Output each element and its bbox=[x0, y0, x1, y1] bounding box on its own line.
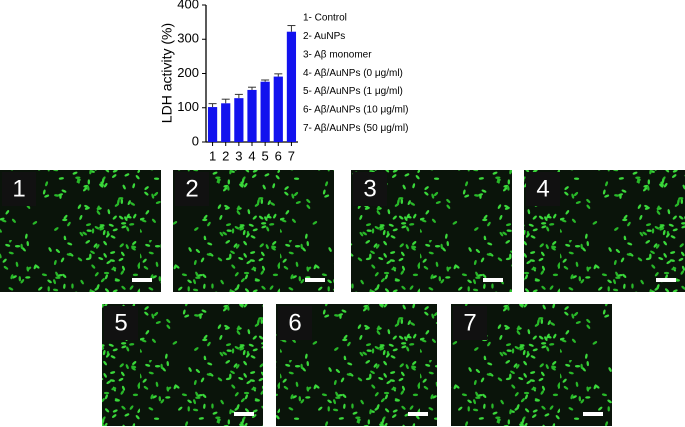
legend-entry: 6- Aβ/AuNPs (10 μg/ml) bbox=[303, 105, 408, 116]
scale-bar bbox=[408, 412, 428, 416]
legend-entry: 7- Aβ/AuNPs (50 μg/ml) bbox=[303, 123, 408, 134]
bar bbox=[260, 81, 270, 142]
legend-entry: 2- AuNPs bbox=[303, 31, 345, 42]
bar bbox=[247, 89, 257, 142]
x-tick-label: 3 bbox=[235, 148, 242, 163]
bar bbox=[273, 76, 283, 142]
scale-bar bbox=[483, 278, 503, 282]
legend-entry: 1- Control bbox=[303, 13, 347, 24]
panel-label-box bbox=[353, 172, 387, 206]
panel-label-box bbox=[104, 306, 138, 340]
bar bbox=[207, 107, 218, 142]
panel-label: 2 bbox=[185, 175, 198, 202]
panel-label: 1 bbox=[12, 175, 25, 202]
y-tick-label: 0 bbox=[192, 133, 199, 148]
legend-entry: 5- Aβ/AuNPs (1 μg/ml) bbox=[303, 86, 403, 97]
panel-label: 4 bbox=[536, 175, 549, 202]
bar bbox=[221, 103, 231, 142]
panel-label: 3 bbox=[363, 175, 376, 202]
panel-label: 5 bbox=[114, 309, 127, 336]
y-tick-label: 400 bbox=[177, 0, 199, 11]
x-tick-label: 5 bbox=[262, 148, 269, 163]
panel-label-box bbox=[278, 306, 312, 340]
scale-bar bbox=[234, 412, 254, 416]
panel-label: 6 bbox=[288, 309, 301, 336]
y-axis-label: LDH activity (%) bbox=[159, 23, 175, 123]
y-tick-label: 200 bbox=[177, 65, 199, 80]
panel-label-box bbox=[453, 306, 487, 340]
x-tick-label: 4 bbox=[248, 148, 255, 163]
legend-entry: 3- Aβ monomer bbox=[303, 49, 372, 60]
scale-bar bbox=[583, 412, 603, 416]
scale-bar bbox=[656, 278, 676, 282]
x-tick-label: 7 bbox=[288, 148, 295, 163]
x-tick-label: 6 bbox=[275, 148, 282, 163]
scale-bar bbox=[132, 278, 152, 282]
panel-label-box bbox=[526, 172, 560, 206]
y-tick-label: 100 bbox=[177, 99, 199, 114]
panel-label: 7 bbox=[463, 309, 476, 336]
panel-label-box bbox=[175, 172, 209, 206]
bar bbox=[286, 31, 297, 143]
x-tick-label: 2 bbox=[222, 148, 229, 163]
bar bbox=[234, 98, 244, 142]
panel-label-box bbox=[2, 172, 36, 206]
scale-bar bbox=[305, 278, 325, 282]
y-tick-label: 300 bbox=[177, 31, 199, 46]
x-tick-label: 1 bbox=[209, 148, 216, 163]
legend-entry: 4- Aβ/AuNPs (0 μg/ml) bbox=[303, 68, 403, 79]
